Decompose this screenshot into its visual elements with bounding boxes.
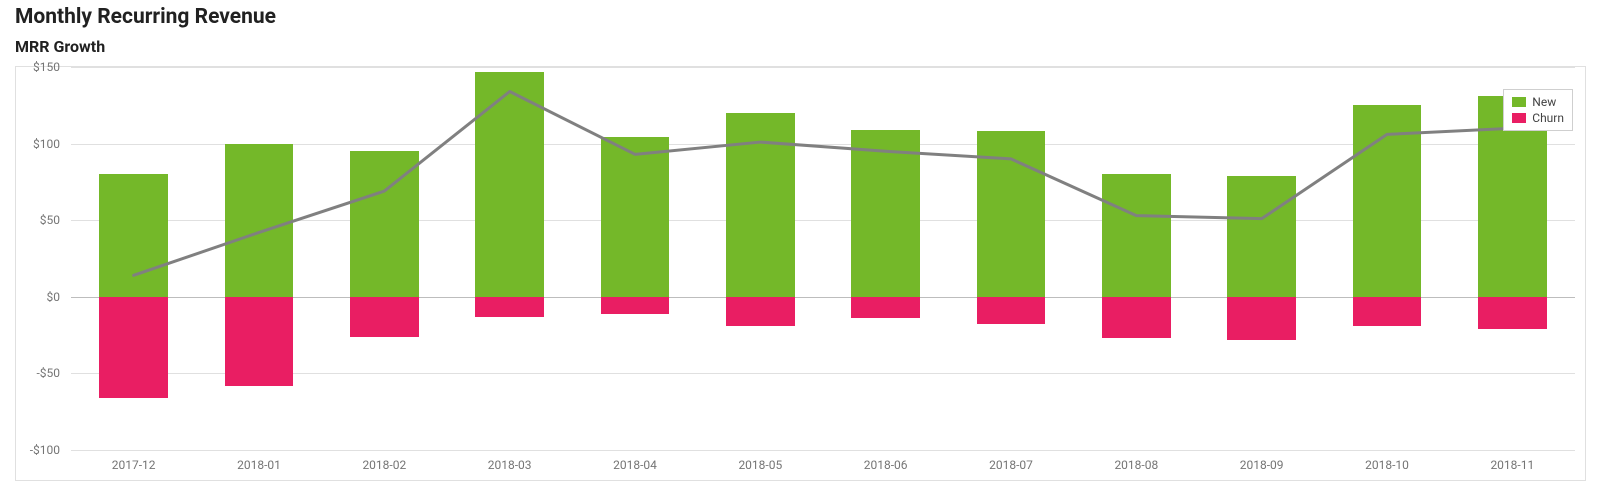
mrr-chart-panel: Monthly Recurring Revenue MRR Growth -$1… xyxy=(0,0,1601,501)
panel-title: Monthly Recurring Revenue xyxy=(15,5,1586,29)
x-tick-label: 2018-08 xyxy=(1114,458,1158,472)
chart-area: -$100-$50$0$50$100$150 2017-122018-01201… xyxy=(15,66,1586,481)
legend-item[interactable]: Churn xyxy=(1512,110,1564,126)
y-tick-label: $50 xyxy=(40,213,60,227)
legend-swatch xyxy=(1512,97,1526,107)
x-tick-label: 2018-03 xyxy=(488,458,532,472)
y-axis-labels: -$100-$50$0$50$100$150 xyxy=(16,67,66,480)
gridline xyxy=(71,450,1575,451)
legend-item[interactable]: New xyxy=(1512,94,1564,110)
x-tick-label: 2018-07 xyxy=(989,458,1033,472)
x-tick-label: 2018-04 xyxy=(613,458,657,472)
y-tick-label: -$100 xyxy=(30,443,60,457)
chart-title: MRR Growth xyxy=(15,37,1586,56)
x-tick-label: 2017-12 xyxy=(112,458,156,472)
x-tick-label: 2018-01 xyxy=(237,458,281,472)
legend-swatch xyxy=(1512,113,1526,123)
x-tick-label: 2018-10 xyxy=(1365,458,1409,472)
net-line xyxy=(71,67,1575,450)
plot-area xyxy=(71,67,1575,450)
y-tick-label: $100 xyxy=(33,137,60,151)
legend-label: New xyxy=(1532,94,1556,110)
y-tick-label: -$50 xyxy=(36,366,60,380)
x-tick-label: 2018-06 xyxy=(864,458,908,472)
y-tick-label: $150 xyxy=(33,60,60,74)
x-tick-label: 2018-09 xyxy=(1240,458,1284,472)
legend: NewChurn xyxy=(1503,89,1573,131)
net-polyline[interactable] xyxy=(134,92,1513,276)
y-tick-label: $0 xyxy=(47,290,61,304)
legend-label: Churn xyxy=(1532,110,1564,126)
x-tick-label: 2018-11 xyxy=(1490,458,1534,472)
x-tick-label: 2018-02 xyxy=(362,458,406,472)
x-tick-label: 2018-05 xyxy=(738,458,782,472)
x-axis-labels: 2017-12 2018-01 2018-02 2018-03 2018-04 2018-… xyxy=(71,452,1575,480)
